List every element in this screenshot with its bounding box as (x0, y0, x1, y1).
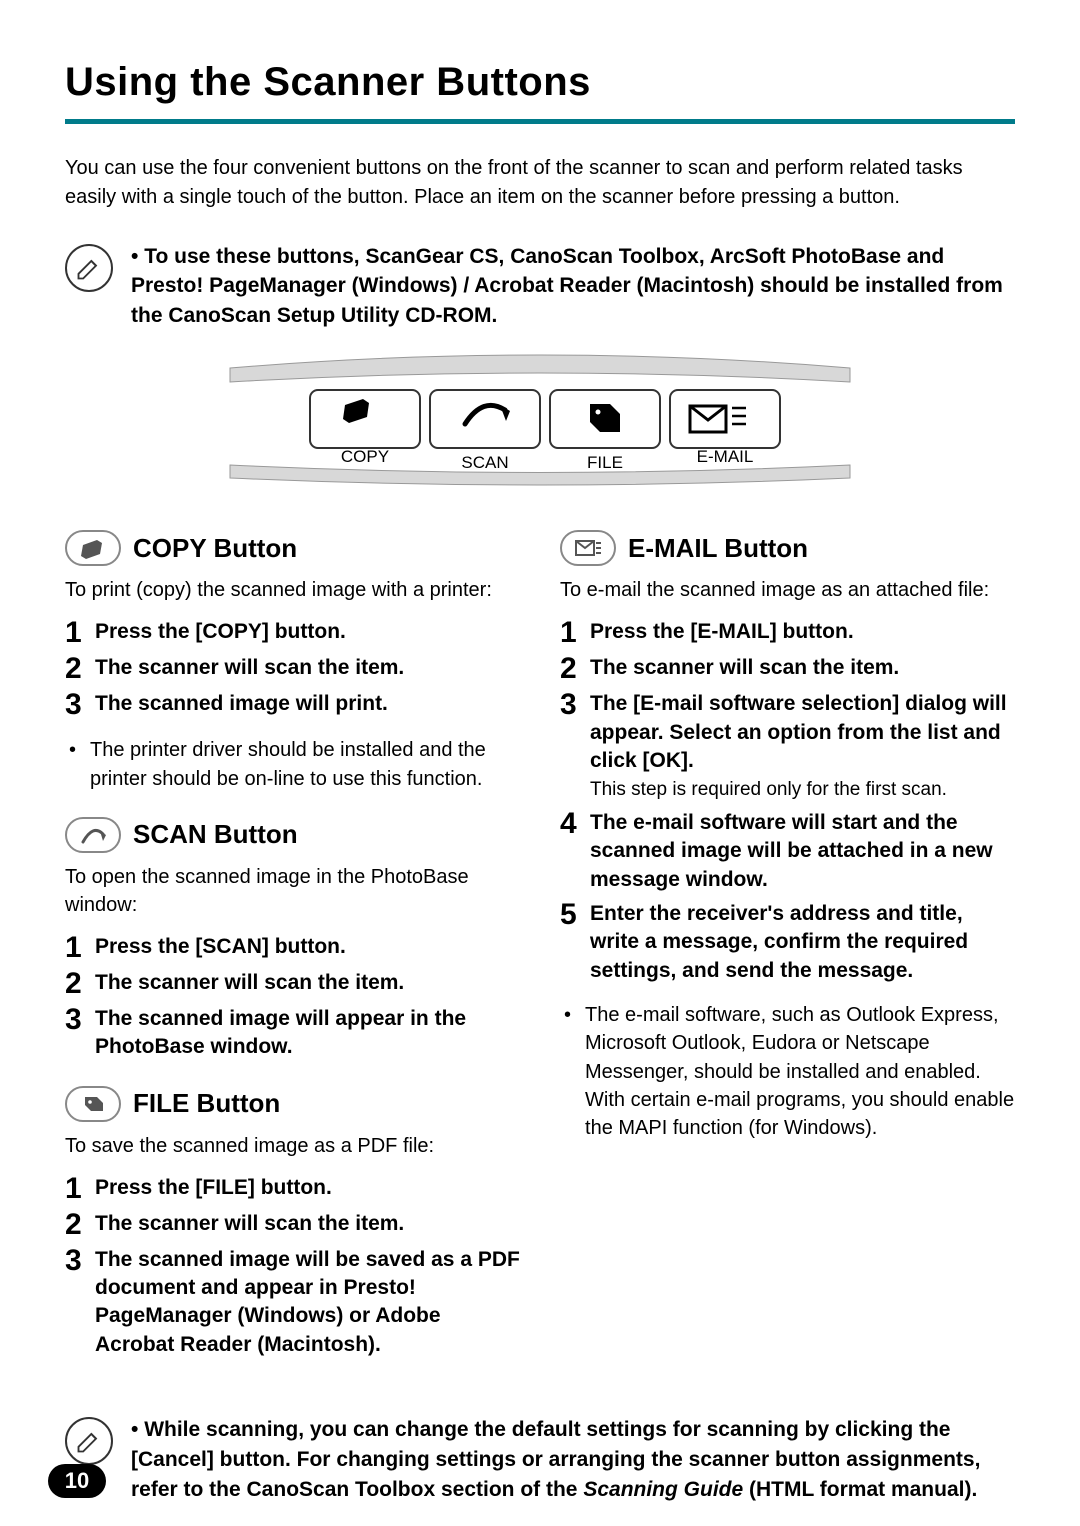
email-title: E-MAIL Button (628, 533, 808, 564)
top-note-text: To use these buttons, ScanGear CS, CanoS… (131, 242, 1015, 330)
top-note: To use these buttons, ScanGear CS, CanoS… (65, 242, 1015, 330)
copy-sub: To print (copy) the scanned image with a… (65, 576, 520, 604)
scanner-diagram: COPY SCAN FILE E-MAIL (190, 350, 890, 500)
scan-step-1: Press the [SCAN] button. (65, 933, 520, 963)
file-title: FILE Button (133, 1088, 280, 1119)
email-note: The e-mail software, such as Outlook Exp… (560, 1001, 1015, 1143)
copy-step-1: Press the [COPY] button. (65, 618, 520, 648)
copy-note: The printer driver should be installed a… (65, 736, 520, 793)
content-columns: COPY Button To print (copy) the scanned … (65, 530, 1015, 1375)
file-sub: To save the scanned image as a PDF file: (65, 1132, 520, 1160)
scan-arrow-icon (65, 817, 121, 853)
left-column: COPY Button To print (copy) the scanned … (65, 530, 520, 1375)
email-step-5: Enter the receiver's address and title, … (560, 900, 1015, 985)
file-steps: Press the [FILE] button. The scanner wil… (65, 1174, 520, 1359)
copy-title: COPY Button (133, 533, 297, 564)
page-title: Using the Scanner Buttons (65, 60, 1015, 105)
diagram-label-email: E-MAIL (697, 447, 754, 466)
email-note-item: The e-mail software, such as Outlook Exp… (560, 1001, 1015, 1143)
copy-steps: Press the [COPY] button. The scanner wil… (65, 618, 520, 720)
title-divider (65, 119, 1015, 124)
email-step-2: The scanner will scan the item. (560, 654, 1015, 684)
scan-step-3: The scanned image will appear in the Pho… (65, 1005, 520, 1062)
scan-title: SCAN Button (133, 819, 298, 850)
pencil-note-icon (65, 1417, 113, 1465)
email-step-3: The [E-mail software selection] dialog w… (560, 690, 1015, 803)
file-step-2: The scanner will scan the item. (65, 1210, 520, 1240)
right-column: E-MAIL Button To e-mail the scanned imag… (560, 530, 1015, 1375)
bottom-note-text: While scanning, you can change the defau… (131, 1415, 1015, 1504)
email-step-3-sub: This step is required only for the first… (590, 777, 1015, 803)
pencil-note-icon (65, 244, 113, 292)
email-steps: Press the [E-MAIL] button. The scanner w… (560, 618, 1015, 985)
diagram-label-copy: COPY (341, 447, 389, 466)
email-sub: To e-mail the scanned image as an attach… (560, 576, 1015, 604)
bottom-note: While scanning, you can change the defau… (65, 1415, 1015, 1504)
file-step-3: The scanned image will be saved as a PDF… (65, 1246, 520, 1359)
printer-icon (65, 530, 121, 566)
file-step-1: Press the [FILE] button. (65, 1174, 520, 1204)
copy-step-2: The scanner will scan the item. (65, 654, 520, 684)
email-step-1: Press the [E-MAIL] button. (560, 618, 1015, 648)
diagram-label-file: FILE (587, 453, 623, 472)
copy-step-3: The scanned image will print. (65, 690, 520, 720)
scan-section-head: SCAN Button (65, 817, 520, 853)
file-section-head: FILE Button (65, 1086, 520, 1122)
envelope-icon (560, 530, 616, 566)
intro-text: You can use the four convenient buttons … (65, 154, 1015, 212)
scan-steps: Press the [SCAN] button. The scanner wil… (65, 933, 520, 1062)
file-tag-icon (65, 1086, 121, 1122)
scan-sub: To open the scanned image in the PhotoBa… (65, 863, 520, 919)
diagram-label-scan: SCAN (461, 453, 508, 472)
copy-note-item: The printer driver should be installed a… (65, 736, 520, 793)
email-section-head: E-MAIL Button (560, 530, 1015, 566)
email-step-4: The e-mail software will start and the s… (560, 809, 1015, 894)
copy-section-head: COPY Button (65, 530, 520, 566)
scan-step-2: The scanner will scan the item. (65, 969, 520, 999)
page-number: 10 (48, 1464, 106, 1498)
